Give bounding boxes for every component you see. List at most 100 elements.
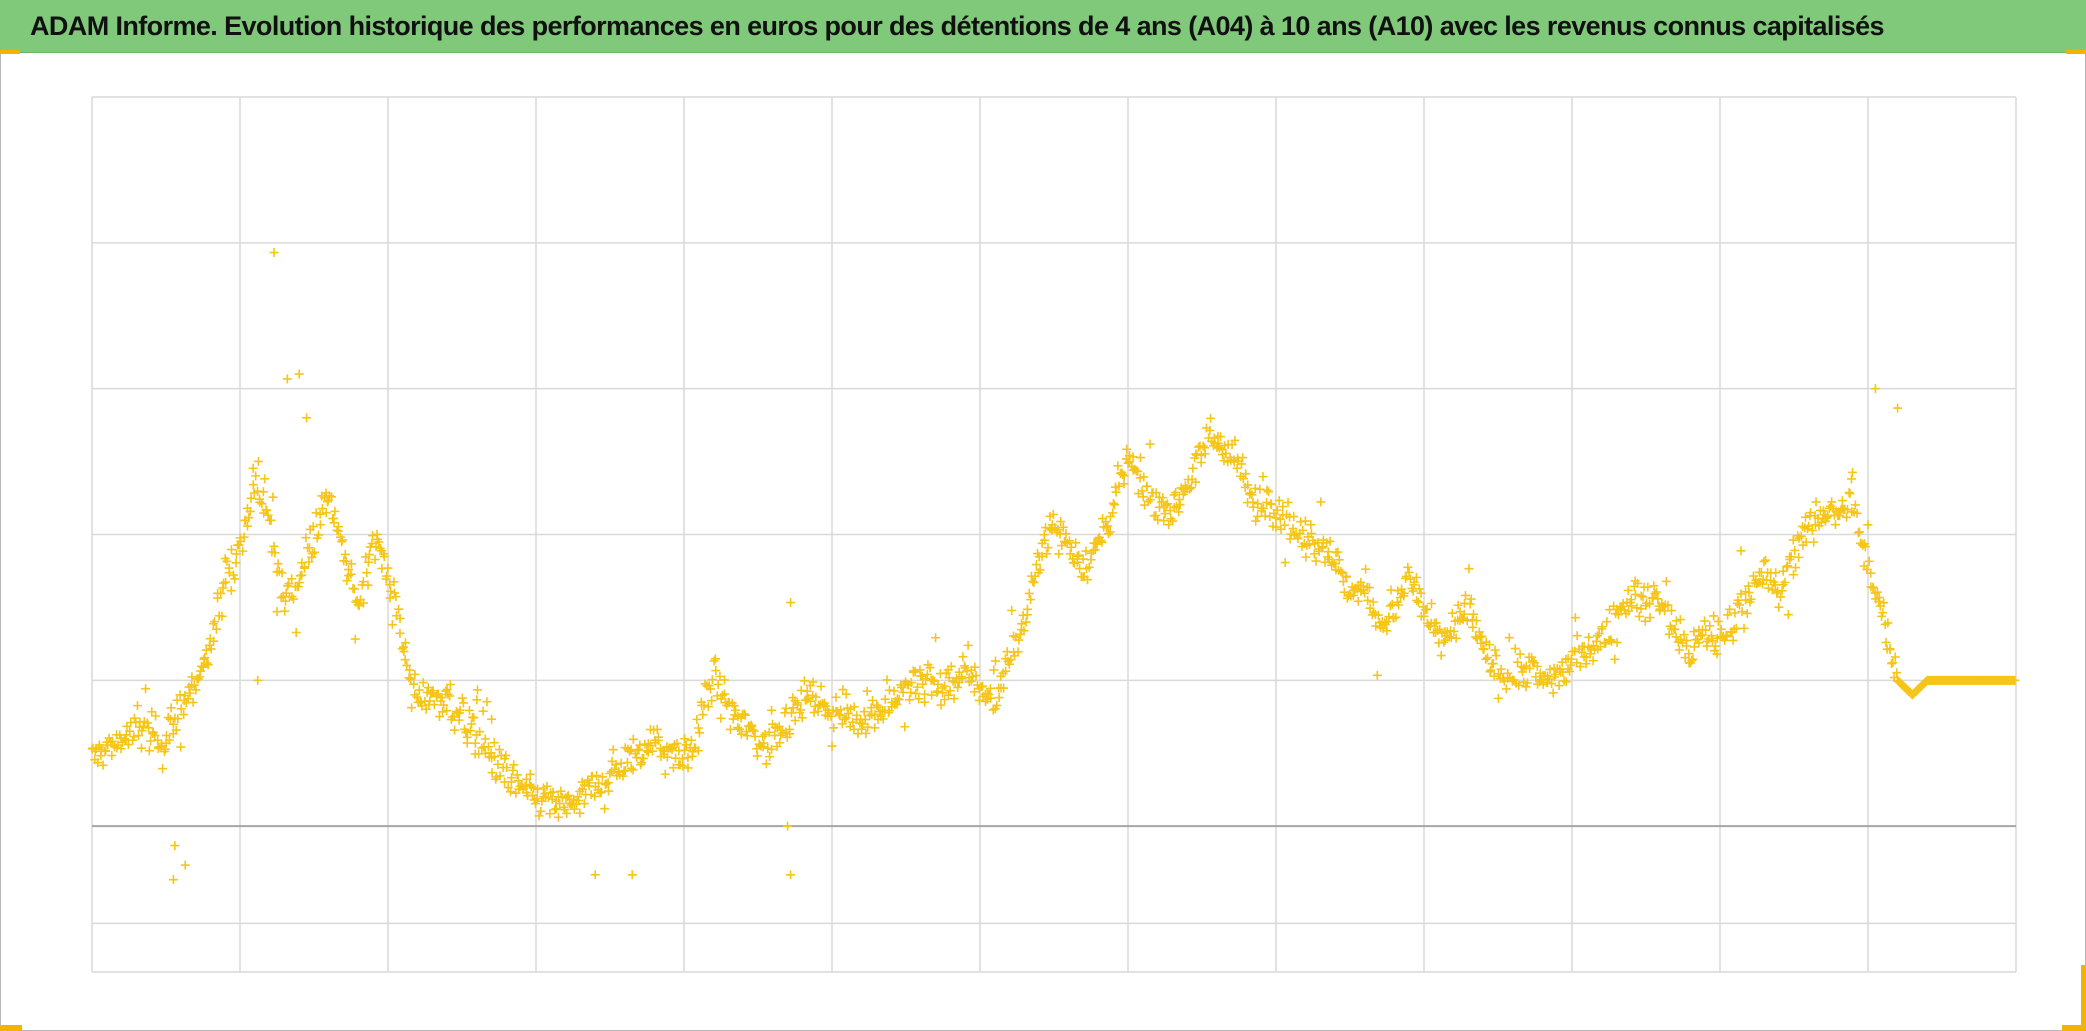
data-point [337, 535, 347, 545]
data-point [1477, 631, 1487, 641]
data-point [287, 574, 297, 584]
data-point [725, 724, 735, 734]
data-point [1885, 645, 1895, 655]
data-point [1465, 599, 1475, 609]
data-point [1289, 512, 1299, 522]
data-point [994, 693, 1004, 703]
data-point [136, 743, 146, 753]
data-point [455, 705, 465, 715]
data-point [545, 809, 555, 819]
data-point [989, 665, 999, 675]
data-point [699, 700, 709, 710]
data-point [429, 700, 439, 710]
data-point [579, 780, 589, 790]
data-point [1687, 656, 1697, 666]
data-point [482, 697, 492, 707]
data-point [144, 746, 154, 756]
data-point [707, 675, 717, 685]
data-point [1108, 498, 1118, 508]
data-point [1232, 463, 1242, 473]
data-point [905, 695, 915, 705]
data-point [307, 549, 317, 559]
data-point [168, 719, 178, 729]
data-point [1427, 599, 1437, 609]
data-point [707, 696, 717, 706]
data-point [188, 697, 198, 707]
data-point [534, 811, 544, 821]
data-point [927, 690, 937, 700]
data-point [984, 689, 994, 699]
data-point [648, 746, 658, 756]
data-point [1830, 520, 1840, 530]
data-point [1054, 549, 1064, 559]
data-point [406, 674, 416, 684]
data-point [574, 796, 584, 806]
data-point [889, 686, 899, 696]
data-point [1323, 547, 1333, 557]
data-point [353, 600, 363, 610]
data-point [1707, 631, 1717, 641]
data-point [1585, 649, 1595, 659]
data-point [1391, 612, 1401, 622]
data-point [101, 746, 111, 756]
data-point [501, 750, 511, 760]
data-point [98, 760, 108, 770]
data-point [1476, 638, 1486, 648]
data-point [740, 710, 750, 720]
data-point [445, 691, 455, 701]
data-point [1783, 610, 1793, 620]
data-point [1664, 629, 1674, 639]
data-point [176, 704, 186, 714]
data-point [217, 611, 227, 621]
data-point [185, 688, 195, 698]
data-point [711, 666, 721, 676]
data-point [1868, 583, 1878, 593]
data-point [802, 695, 812, 705]
data-point [153, 735, 163, 745]
data-point [1645, 613, 1655, 623]
data-point [1671, 632, 1681, 642]
data-point [1733, 595, 1743, 605]
data-point [294, 578, 304, 588]
data-point [1821, 513, 1831, 523]
data-point [680, 734, 690, 744]
data-point [231, 549, 241, 559]
data-point [1313, 538, 1323, 548]
data-point [1794, 533, 1804, 543]
data-point [880, 694, 890, 704]
data-point [387, 620, 397, 630]
data-point [1043, 543, 1053, 553]
data-point [137, 726, 147, 736]
data-point [363, 557, 373, 567]
data-point [1835, 511, 1845, 521]
data-point [382, 571, 392, 581]
data-point [1119, 479, 1129, 489]
data-point [840, 714, 850, 724]
data-point [1837, 496, 1847, 506]
data-point [1139, 472, 1149, 482]
data-point [301, 533, 311, 543]
data-point [260, 474, 270, 484]
data-point [585, 778, 595, 788]
data-point [1481, 654, 1491, 664]
data-point [219, 578, 229, 588]
corner-accent-right [2081, 965, 2086, 1031]
data-point [978, 681, 988, 691]
data-point [226, 586, 236, 596]
data-point [838, 685, 848, 695]
data-point [1794, 552, 1804, 562]
data-point [1774, 602, 1784, 612]
data-point [772, 723, 782, 733]
data-point [980, 696, 990, 706]
data-point [1221, 448, 1231, 458]
data-point [269, 248, 279, 258]
data-point [1532, 661, 1542, 671]
data-point [969, 687, 979, 697]
data-point [1245, 488, 1255, 498]
data-point [1151, 510, 1161, 520]
data-point [189, 680, 199, 690]
data-point [759, 738, 769, 748]
data-point [1262, 497, 1272, 507]
data-point [1404, 567, 1414, 577]
data-point [283, 581, 293, 591]
